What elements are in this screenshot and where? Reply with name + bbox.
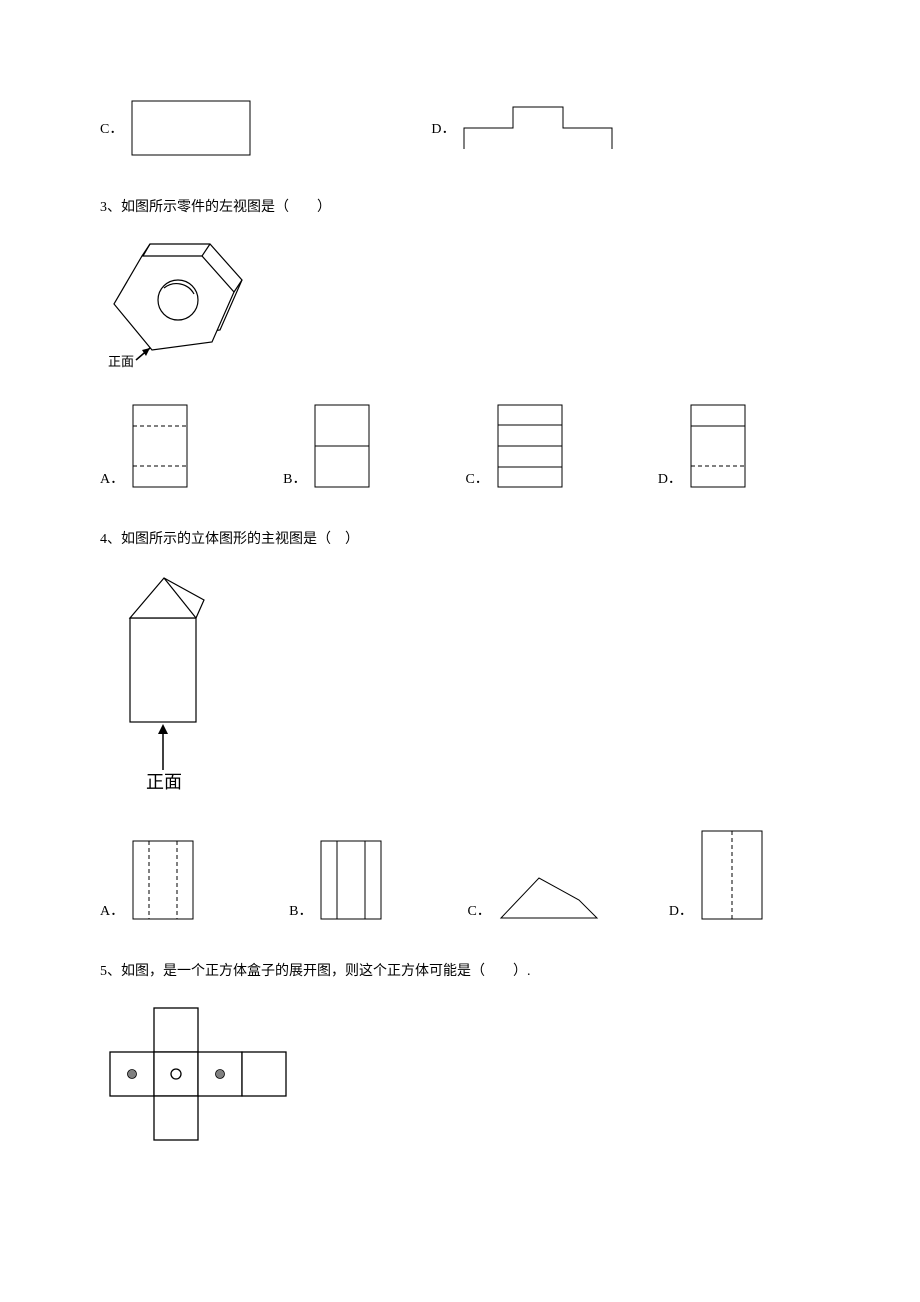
- q2-opt-c-label: C．: [100, 118, 123, 138]
- q2-opt-d-figure: [463, 106, 613, 150]
- q3-opt-c-label: C．: [465, 468, 488, 488]
- q2-opt-d-label: D．: [431, 118, 455, 138]
- q3-opt-a-figure: [132, 404, 188, 488]
- q4-figure-wrap: 正面: [110, 570, 820, 790]
- q3-opt-a-label: A．: [100, 468, 124, 488]
- q3-opt-d-label: D．: [658, 468, 682, 488]
- q4-front-label: 正面: [146, 772, 182, 790]
- q3-text: 3、如图所示零件的左视图是（ ）: [100, 196, 820, 216]
- q4-opt-a-figure: [132, 840, 194, 920]
- q4-opt-b-figure: [320, 840, 382, 920]
- q4-opt-b-label: B．: [289, 900, 312, 920]
- q3-opt-b-label: B．: [283, 468, 306, 488]
- q4-options-row: A． B． C． D．: [100, 830, 820, 920]
- q4-opt-a-label: A．: [100, 900, 124, 920]
- page: C． D． 3、如图所示零件的左视图是（ ）: [0, 0, 920, 1222]
- q3-options-row: A． B． C． D．: [100, 404, 820, 488]
- q5-text: 5、如图，是一个正方体盒子的展开图，则这个正方体可能是（ ）.: [100, 960, 820, 980]
- q2-opt-c-figure: [131, 100, 251, 156]
- q3-figure-wrap: 正面: [100, 238, 820, 378]
- q4-opt-d-label: D．: [669, 900, 693, 920]
- q3-front-label: 正面: [108, 354, 134, 369]
- q4-solid: 正面: [110, 570, 230, 790]
- q3-opt-c-figure: [497, 404, 563, 488]
- q5-net-wrap: [100, 1002, 820, 1162]
- q4-opt-c-figure: [499, 872, 599, 920]
- q4-text: 4、如图所示的立体图形的主视图是（ ）: [100, 528, 820, 548]
- q3-hex-nut: 正面: [100, 238, 270, 378]
- q3-opt-b-figure: [314, 404, 370, 488]
- q5-cube-net: [100, 1002, 320, 1162]
- q2-options-row: C． D．: [100, 100, 820, 156]
- q4-opt-c-label: C．: [467, 900, 490, 920]
- q4-opt-d-figure: [701, 830, 763, 920]
- q3-opt-d-figure: [690, 404, 746, 488]
